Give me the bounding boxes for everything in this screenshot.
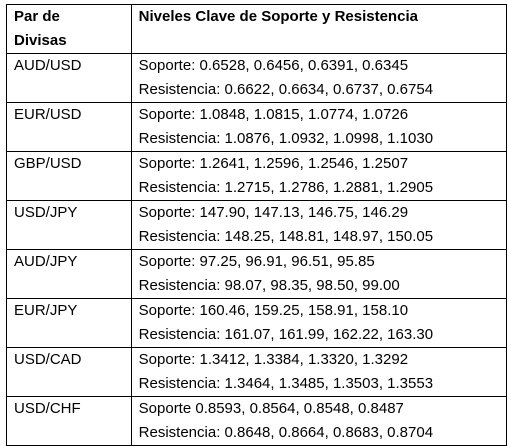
support-line: Soporte: 1.2641, 1.2596, 1.2546, 1.2507 [138,155,409,172]
levels-cell: Soporte 0.8593, 0.8564, 0.8548, 0.8487 R… [130,396,507,446]
pair-cell: USD/CAD [6,347,132,397]
resistance-line: Resistencia: 0.8648, 0.8664, 0.8683, 0.8… [138,424,434,441]
pair-cell: USD/JPY [6,200,132,250]
table-header-row: Par de Divisas Niveles Clave de Soporte … [6,4,507,54]
support-line: Soporte: 0.6528, 0.6456, 0.6391, 0.6345 [138,57,409,74]
levels-cell: Soporte: 97.25, 96.91, 96.51, 95.85 Resi… [130,249,507,299]
resistance-line: Resistencia: 148.25, 148.81, 148.97, 150… [138,228,434,245]
support-line: Soporte: 147.90, 147.13, 146.75, 146.29 [138,204,409,221]
table-row: USD/JPY Soporte: 147.90, 147.13, 146.75,… [6,200,507,250]
resistance-line: Resistencia: 161.07, 161.99, 162.22, 163… [138,326,434,343]
support-line: Soporte: 1.3412, 1.3384, 1.3320, 1.3292 [138,351,409,368]
levels-cell: Soporte: 1.2641, 1.2596, 1.2546, 1.2507 … [130,151,507,201]
table-row: AUD/USD Soporte: 0.6528, 0.6456, 0.6391,… [6,53,507,103]
resistance-line: Resistencia: 0.6622, 0.6634, 0.6737, 0.6… [138,81,434,98]
levels-table: Par de Divisas Niveles Clave de Soporte … [6,4,507,446]
support-line: Soporte: 97.25, 96.91, 96.51, 95.85 [138,253,375,270]
header-levels: Niveles Clave de Soporte y Resistencia [130,4,507,54]
support-line: Soporte 0.8593, 0.8564, 0.8548, 0.8487 [138,400,404,417]
levels-cell: Soporte: 1.0848, 1.0815, 1.0774, 1.0726 … [130,102,507,152]
resistance-line: Resistencia: 1.0876, 1.0932, 1.0998, 1.1… [138,130,434,147]
table-row: GBP/USD Soporte: 1.2641, 1.2596, 1.2546,… [6,151,507,201]
levels-cell: Soporte: 160.46, 159.25, 158.91, 158.10 … [130,298,507,348]
pair-cell: EUR/JPY [6,298,132,348]
resistance-line: Resistencia: 98.07, 98.35, 98.50, 99.00 [138,277,400,294]
table-row: USD/CAD Soporte: 1.3412, 1.3384, 1.3320,… [6,347,507,397]
table-row: EUR/JPY Soporte: 160.46, 159.25, 158.91,… [6,298,507,348]
pair-cell: AUD/JPY [6,249,132,299]
resistance-line: Resistencia: 1.3464, 1.3485, 1.3503, 1.3… [138,375,434,392]
table-row: EUR/USD Soporte: 1.0848, 1.0815, 1.0774,… [6,102,507,152]
header-pair-line1: Par de [14,8,60,25]
levels-cell: Soporte: 1.3412, 1.3384, 1.3320, 1.3292 … [130,347,507,397]
pair-cell: USD/CHF [6,396,132,446]
support-line: Soporte: 1.0848, 1.0815, 1.0774, 1.0726 [138,106,409,123]
pair-cell: AUD/USD [6,53,132,103]
levels-cell: Soporte: 0.6528, 0.6456, 0.6391, 0.6345 … [130,53,507,103]
header-pair-line2: Divisas [14,32,67,49]
support-line: Soporte: 160.46, 159.25, 158.91, 158.10 [138,302,409,319]
header-pair: Par de Divisas [6,4,132,54]
table-row: AUD/JPY Soporte: 97.25, 96.91, 96.51, 95… [6,249,507,299]
pair-cell: EUR/USD [6,102,132,152]
table-row: USD/CHF Soporte 0.8593, 0.8564, 0.8548, … [6,396,507,446]
pair-cell: GBP/USD [6,151,132,201]
levels-cell: Soporte: 147.90, 147.13, 146.75, 146.29 … [130,200,507,250]
resistance-line: Resistencia: 1.2715, 1.2786, 1.2881, 1.2… [138,179,434,196]
